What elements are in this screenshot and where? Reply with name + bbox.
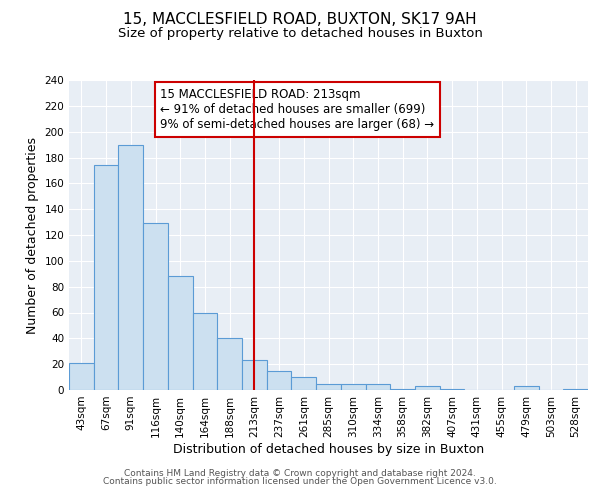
Bar (242, 360, 267, 390)
Bar (193, 312, 217, 390)
Bar (316, 384, 341, 390)
Text: Size of property relative to detached houses in Buxton: Size of property relative to detached ho… (118, 28, 482, 40)
Bar (267, 370, 292, 390)
Bar (168, 276, 193, 390)
Bar (563, 388, 588, 390)
Bar (415, 386, 440, 390)
Text: Contains public sector information licensed under the Open Government Licence v3: Contains public sector information licen… (103, 477, 497, 486)
Bar (217, 338, 242, 390)
Bar (514, 386, 539, 390)
Text: 15 MACCLESFIELD ROAD: 213sqm
← 91% of detached houses are smaller (699)
9% of se: 15 MACCLESFIELD ROAD: 213sqm ← 91% of de… (160, 88, 434, 130)
Text: Contains HM Land Registry data © Crown copyright and database right 2024.: Contains HM Land Registry data © Crown c… (124, 468, 476, 477)
Text: 15, MACCLESFIELD ROAD, BUXTON, SK17 9AH: 15, MACCLESFIELD ROAD, BUXTON, SK17 9AH (123, 12, 477, 28)
Bar (292, 377, 316, 390)
Y-axis label: Number of detached properties: Number of detached properties (26, 136, 39, 334)
Bar (341, 384, 365, 390)
Bar (143, 224, 168, 390)
Bar (365, 384, 390, 390)
X-axis label: Distribution of detached houses by size in Buxton: Distribution of detached houses by size … (173, 442, 484, 456)
Bar (94, 165, 118, 390)
Bar (118, 144, 143, 390)
Bar (390, 388, 415, 390)
Bar (69, 363, 94, 390)
Bar (440, 388, 464, 390)
